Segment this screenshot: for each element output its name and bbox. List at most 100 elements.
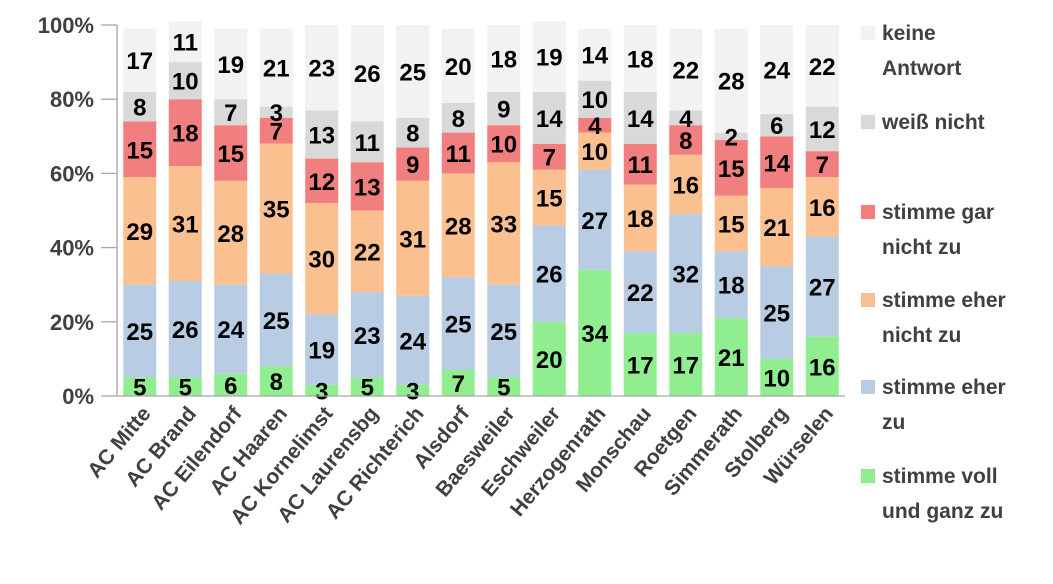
data-label-stimme-eher-nicht-zu: 31 xyxy=(172,211,199,238)
bar-segment-keine-antwort xyxy=(669,28,703,111)
data-label-keine-antwort: 19 xyxy=(536,45,563,72)
data-label-stimme-eher-zu: 23 xyxy=(354,323,381,350)
bar-segment-weiss-nicht xyxy=(123,91,157,122)
y-tick-label: 80% xyxy=(50,87,94,112)
data-label-stimme-gar-nicht-zu: 10 xyxy=(490,132,517,159)
data-label-stimme-eher-nicht-zu: 21 xyxy=(763,215,790,242)
bar-segment-stimme-gar-nicht-zu xyxy=(305,158,339,204)
legend-label: stimme gar xyxy=(882,201,994,224)
data-label-weiss-nicht: 13 xyxy=(308,122,335,149)
bar-segment-stimme-eher-zu xyxy=(669,214,703,333)
bar-segment-keine-antwort xyxy=(396,25,430,118)
bar-segment-stimme-eher-zu xyxy=(578,169,612,270)
bar-segment-stimme-voll-und-ganz-zu xyxy=(305,384,339,396)
bar-segment-stimme-eher-nicht-zu xyxy=(487,162,521,285)
y-tick-label: 100% xyxy=(38,13,94,38)
bar-segment-stimme-voll-und-ganz-zu xyxy=(396,384,430,396)
bar-segment-stimme-gar-nicht-zu xyxy=(532,143,566,170)
data-label-stimme-gar-nicht-zu: 18 xyxy=(172,121,199,148)
data-label-keine-antwort: 25 xyxy=(399,59,426,86)
data-label-weiss-nicht: 12 xyxy=(809,117,836,144)
data-label-weiss-nicht: 2 xyxy=(725,124,738,151)
data-label-stimme-gar-nicht-zu: 13 xyxy=(354,174,381,201)
legend-label: zu xyxy=(882,411,905,434)
bar-segment-weiss-nicht xyxy=(396,117,430,148)
bar-segment-weiss-nicht xyxy=(623,91,657,144)
legend-swatch-stimme-eher-zu xyxy=(861,380,875,394)
data-label-stimme-eher-zu: 24 xyxy=(399,328,426,355)
bar-segment-stimme-eher-zu xyxy=(396,295,430,385)
data-label-stimme-gar-nicht-zu: 4 xyxy=(588,113,602,140)
bar-segment-stimme-eher-zu xyxy=(123,284,157,378)
data-label-stimme-eher-nicht-zu: 31 xyxy=(399,226,426,253)
data-label-keine-antwort: 26 xyxy=(354,61,381,88)
data-label-stimme-voll-und-ganz-zu: 21 xyxy=(718,345,745,372)
bar-segment-weiss-nicht xyxy=(805,106,839,152)
bar-segment-stimme-eher-nicht-zu xyxy=(441,173,475,278)
bar-segment-stimme-gar-nicht-zu xyxy=(805,151,839,178)
data-label-stimme-gar-nicht-zu: 12 xyxy=(308,169,335,196)
bar-segment-keine-antwort xyxy=(623,25,657,92)
bar-segment-stimme-gar-nicht-zu xyxy=(714,140,748,196)
legend-label: stimme eher xyxy=(882,376,1006,399)
legend-label: Antwort xyxy=(882,57,961,80)
data-label-stimme-eher-zu: 24 xyxy=(217,317,244,344)
bar-segment-stimme-gar-nicht-zu xyxy=(396,147,430,181)
bar-segment-keine-antwort xyxy=(578,28,612,81)
bar-segment-stimme-eher-nicht-zu xyxy=(350,210,384,293)
data-label-stimme-eher-nicht-zu: 10 xyxy=(581,139,608,166)
bars xyxy=(123,21,839,396)
bar-segment-stimme-eher-zu xyxy=(532,225,566,322)
data-label-stimme-eher-zu: 27 xyxy=(809,275,836,302)
bar-segment-keine-antwort xyxy=(487,25,521,92)
legend-swatch-stimme-voll-und-ganz-zu xyxy=(861,469,875,483)
data-label-stimme-gar-nicht-zu: 11 xyxy=(446,141,471,168)
legend-label: weiß nicht xyxy=(881,111,985,134)
bar-segment-stimme-eher-zu xyxy=(441,277,475,371)
bar-segment-stimme-gar-nicht-zu xyxy=(259,117,293,144)
data-label-keine-antwort: 28 xyxy=(718,69,745,96)
bar-segment-stimme-voll-und-ganz-zu xyxy=(760,358,794,396)
bar-segment-stimme-gar-nicht-zu xyxy=(441,132,475,174)
data-label-stimme-eher-nicht-zu: 28 xyxy=(445,213,472,240)
data-label-weiss-nicht: 14 xyxy=(536,106,563,133)
bar-segment-stimme-eher-nicht-zu xyxy=(123,177,157,285)
bar-segment-stimme-voll-und-ganz-zu xyxy=(805,336,839,396)
data-label-keine-antwort: 19 xyxy=(217,52,244,79)
bar-segment-stimme-eher-nicht-zu xyxy=(669,154,703,215)
bar-segment-weiss-nicht xyxy=(487,91,521,126)
data-label-stimme-gar-nicht-zu: 8 xyxy=(679,128,692,155)
bar-segment-stimme-voll-und-ganz-zu xyxy=(532,321,566,396)
data-label-keine-antwort: 11 xyxy=(173,30,198,57)
y-tick-label: 40% xyxy=(50,236,94,261)
bar-segment-stimme-gar-nicht-zu xyxy=(578,117,612,133)
data-label-keine-antwort: 17 xyxy=(126,48,153,75)
data-label-stimme-voll-und-ganz-zu: 20 xyxy=(536,347,563,374)
bar-segment-stimme-eher-nicht-zu xyxy=(532,169,566,226)
legend-label: nicht zu xyxy=(882,236,961,259)
data-label-stimme-eher-zu: 18 xyxy=(718,273,745,300)
data-label-weiss-nicht: 3 xyxy=(270,100,283,127)
legend-label: keine xyxy=(882,22,936,45)
bar-segment-stimme-gar-nicht-zu xyxy=(623,143,657,185)
data-label-stimme-eher-nicht-zu: 16 xyxy=(809,195,836,222)
data-label-stimme-eher-nicht-zu: 18 xyxy=(627,206,654,233)
data-label-keine-antwort: 22 xyxy=(809,54,836,81)
data-label-stimme-eher-nicht-zu: 30 xyxy=(308,247,335,274)
data-label-stimme-eher-zu: 19 xyxy=(308,338,335,365)
bar-segment-weiss-nicht xyxy=(168,62,202,100)
data-label-weiss-nicht: 6 xyxy=(770,113,783,140)
bar-segment-stimme-eher-zu xyxy=(623,251,657,333)
bar-segment-stimme-voll-und-ganz-zu xyxy=(350,377,384,396)
data-label-weiss-nicht: 7 xyxy=(224,100,237,127)
data-label-stimme-eher-nicht-zu: 35 xyxy=(263,197,290,224)
data-label-keine-antwort: 14 xyxy=(581,43,608,70)
legend-swatch-stimme-eher-nicht-zu xyxy=(861,293,875,307)
data-label-stimme-eher-zu: 26 xyxy=(172,317,199,344)
data-label-stimme-voll-und-ganz-zu: 10 xyxy=(763,365,790,392)
bar-segment-stimme-eher-zu xyxy=(259,273,293,367)
legend: keine Antwort weiß nicht stimme gar nicht zu… xyxy=(861,22,1006,523)
data-label-stimme-voll-und-ganz-zu: 8 xyxy=(270,369,283,396)
data-label-stimme-voll-und-ganz-zu: 3 xyxy=(406,378,419,405)
bar-segment-stimme-gar-nicht-zu xyxy=(168,99,202,166)
